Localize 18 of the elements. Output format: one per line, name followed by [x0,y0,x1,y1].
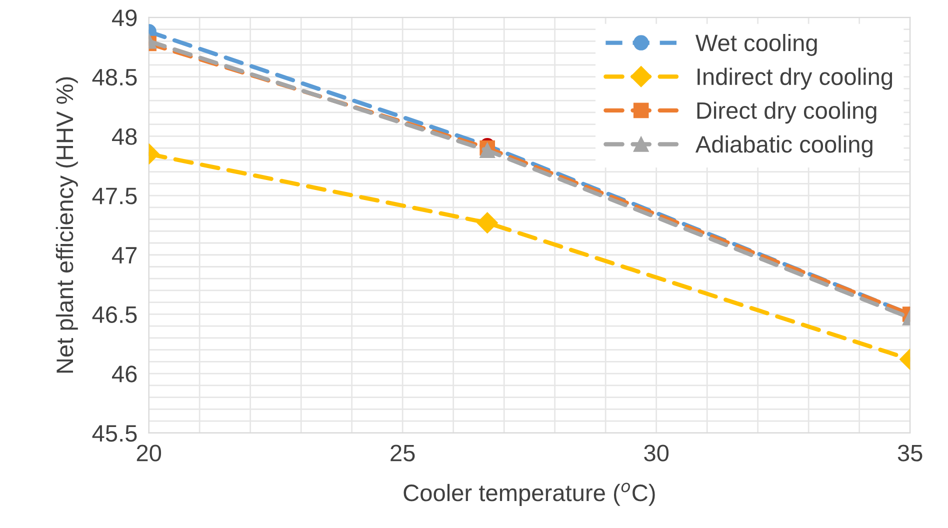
y-tick-label: 46 [112,366,137,382]
y-tick-label: 47.5 [92,188,137,204]
x-tick-label: 35 [898,444,922,462]
legend-label: Adiabatic cooling [695,135,872,158]
legend-label: Direct dry cooling [697,102,876,124]
y-tick-label: 47 [112,247,137,264]
y-tick-label: 46.5 [92,306,137,324]
legend-label: Indirect dry cooling [698,68,892,90]
y-tick-label: 45.5 [92,425,137,442]
x-axis-title: Cooler temperature ($^{o}$C) [404,482,655,506]
y-tick-label: 49 [112,9,137,26]
x-tick-label: 25 [390,444,415,462]
y-axis-title: Net plant efficiency (HHV %) [56,77,78,373]
x-tick-label: 20 [136,444,162,462]
legend-label: Wet cooling [696,34,817,56]
y-tick-label: 48.5 [92,68,137,86]
x-tick-label: 30 [644,444,669,462]
y-tick-label: 48 [112,128,137,145]
